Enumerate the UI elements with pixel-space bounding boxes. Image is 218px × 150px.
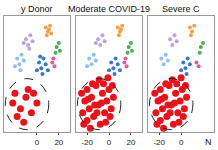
- svg-text:0: 0: [107, 138, 112, 147]
- svg-text:Severe C: Severe C: [162, 4, 200, 14]
- svg-text:Moderate COVID-19: Moderate COVID-19: [68, 4, 150, 14]
- svg-text:-20: -20: [153, 138, 165, 147]
- svg-text:0: 0: [179, 138, 184, 147]
- svg-text:0: 0: [35, 138, 40, 147]
- svg-text:-20: -20: [81, 138, 93, 147]
- svg-text:20: 20: [126, 138, 135, 147]
- svg-text:20: 20: [54, 138, 63, 147]
- svg-text:y Donor: y Donor: [21, 4, 53, 14]
- svg-text:N: N: [205, 137, 212, 147]
